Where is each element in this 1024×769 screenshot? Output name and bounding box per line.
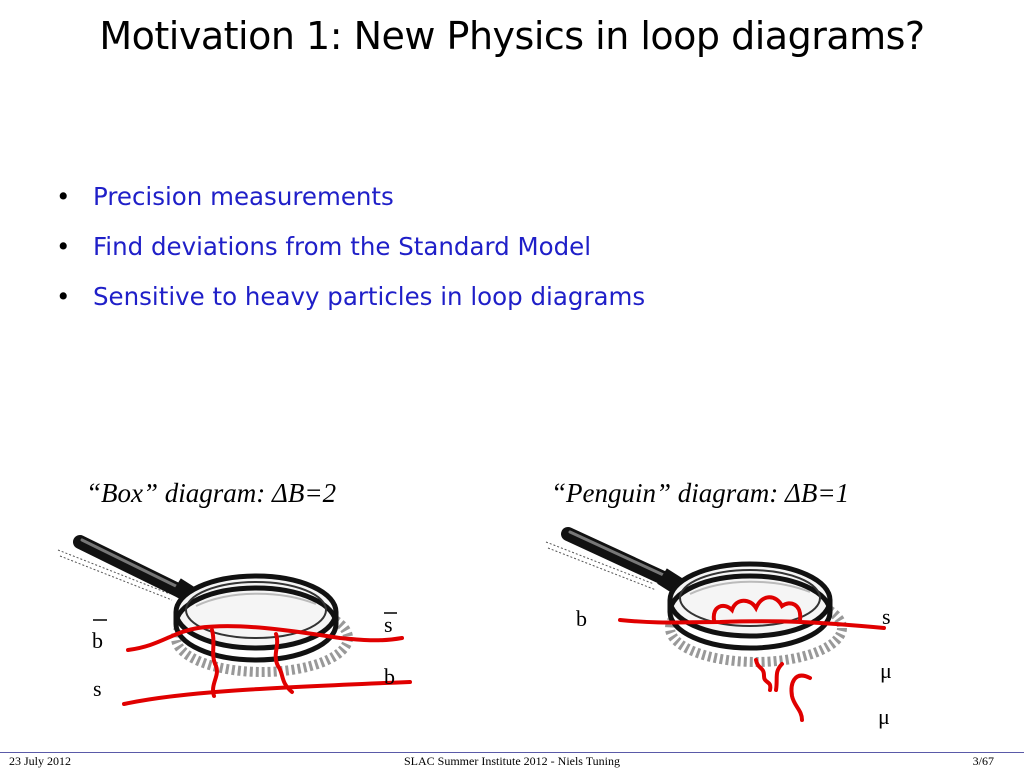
b-bar-line xyxy=(126,624,404,652)
label-s-bar: s xyxy=(384,612,393,637)
bullet-text: Find deviations from the Standard Model xyxy=(93,232,592,261)
magnifying-glass-icon xyxy=(57,535,353,677)
bullet-marker: • xyxy=(56,282,71,311)
bullet-item: • Precision measurements xyxy=(56,176,645,226)
penguin-diagram-caption: “Penguin” diagram: ΔB=1 xyxy=(551,478,850,508)
bullet-list: • Precision measurements • Find deviations… xyxy=(56,176,645,326)
s-line xyxy=(122,680,412,706)
mu-line-1 xyxy=(774,662,784,692)
bullet-marker: • xyxy=(56,182,71,211)
w-boson-right xyxy=(273,632,294,694)
label-b-bar: b xyxy=(92,628,103,653)
label-s: s xyxy=(93,676,102,701)
slide-title: Motivation 1: New Physics in loop diagra… xyxy=(99,14,925,58)
bullet-item: • Sensitive to heavy particles in loop di… xyxy=(56,276,645,326)
bullet-text: Sensitive to heavy particles in loop dia… xyxy=(93,282,646,311)
label-mu-2: μ xyxy=(878,704,890,729)
box-diagram: b s s b xyxy=(57,535,412,706)
magnifying-glass-icon xyxy=(545,527,847,667)
label-b: b xyxy=(576,606,587,631)
penguin-loop xyxy=(711,595,803,622)
label-s: s xyxy=(882,604,891,629)
label-b: b xyxy=(384,664,395,689)
label-mu-1: μ xyxy=(880,658,892,683)
mu-line-2 xyxy=(789,673,812,722)
box-diagram-caption: “Box” diagram: ΔB=2 xyxy=(86,478,337,508)
bullet-text: Precision measurements xyxy=(93,182,394,211)
bullet-marker: • xyxy=(56,232,71,261)
penguin-diagram: b s μ μ xyxy=(545,527,892,729)
w-boson-left xyxy=(210,628,219,698)
b-to-s-line xyxy=(618,618,886,630)
gluon-line xyxy=(754,658,773,692)
bullet-item: • Find deviations from the Standard Model xyxy=(56,226,645,276)
footer-divider xyxy=(0,752,1024,753)
footer-page-number: 3/67 xyxy=(972,754,994,768)
footer-date: 23 July 2012 xyxy=(9,754,72,768)
footer-center: SLAC Summer Institute 2012 - Niels Tunin… xyxy=(403,754,621,768)
